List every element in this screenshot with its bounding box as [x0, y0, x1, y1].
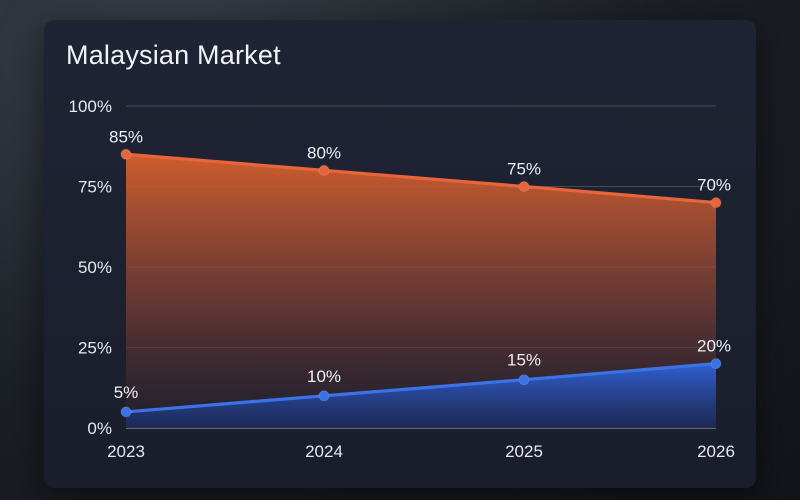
data-label: 10% [307, 367, 341, 386]
data-point [120, 406, 132, 418]
chart-card: Malaysian Market 85% 80% 75% 70% 5% 10% 15% 20%… [44, 20, 756, 488]
data-label: 80% [307, 143, 341, 162]
y-tick-label: 0% [87, 419, 112, 438]
y-tick-label: 50% [78, 258, 112, 277]
data-point [518, 374, 530, 386]
series-area [126, 154, 716, 429]
data-point [710, 197, 722, 209]
series-area [126, 363, 716, 428]
y-tick-label: 75% [78, 178, 112, 197]
data-point [318, 164, 330, 176]
y-tick-label: 25% [78, 339, 112, 358]
x-tick-label: 2025 [505, 442, 543, 461]
x-tick-label: 2026 [697, 442, 735, 461]
data-point [710, 358, 722, 370]
data-label: 15% [507, 351, 541, 370]
data-point [318, 390, 330, 402]
data-label: 5% [114, 383, 139, 402]
data-label: 20% [697, 337, 731, 356]
x-tick-label: 2024 [305, 442, 343, 461]
y-tick-label: 100% [69, 97, 112, 116]
area-chart: 85% 80% 75% 70% 5% 10% 15% 20% 0% 25% 50% 75% 100% 2… [69, 97, 735, 461]
data-label: 70% [697, 176, 731, 195]
x-tick-label: 2023 [107, 442, 145, 461]
data-label: 75% [507, 160, 541, 179]
chart-title: Malaysian Market [66, 40, 281, 70]
data-point [120, 148, 132, 160]
series-line [124, 152, 718, 205]
data-label: 85% [109, 127, 143, 146]
data-point [518, 181, 530, 192]
series-line [124, 362, 718, 414]
